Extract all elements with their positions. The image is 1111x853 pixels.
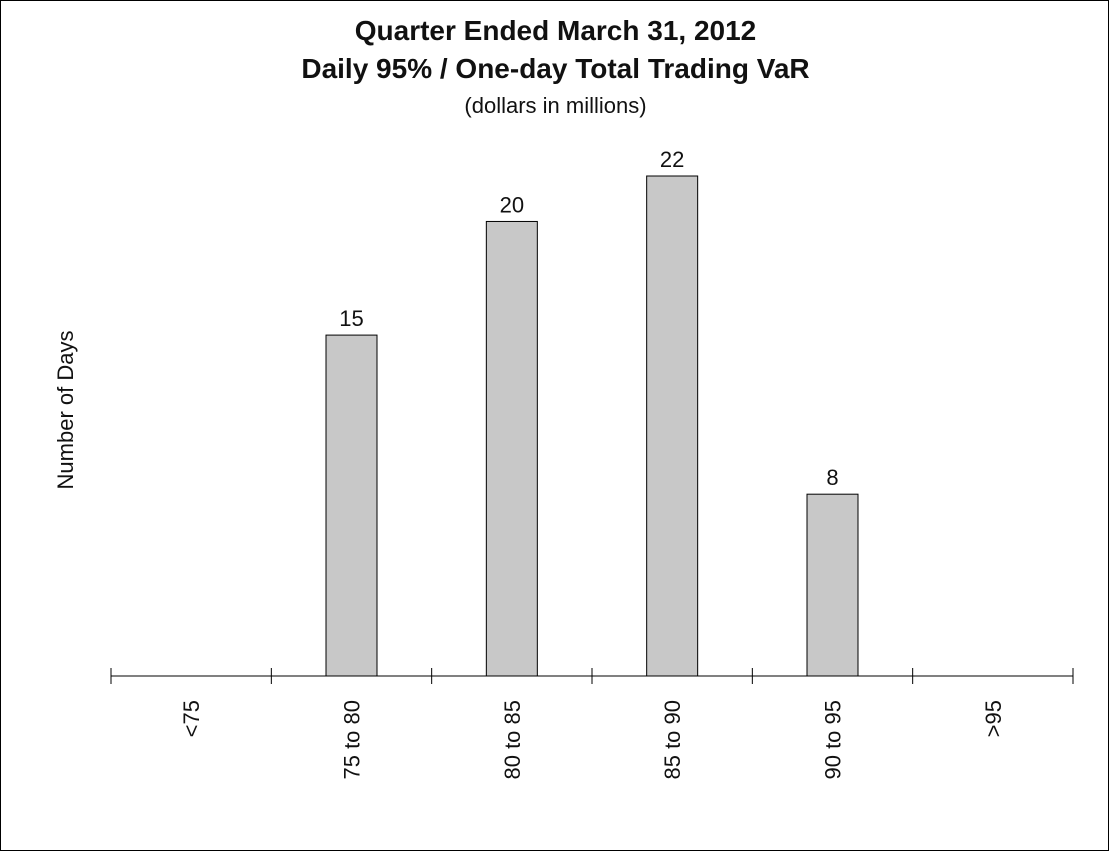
bar bbox=[806, 493, 859, 677]
data-label: 22 bbox=[660, 147, 684, 172]
x-tick-label: 80 to 85 bbox=[500, 700, 525, 780]
x-tick-label: 75 to 80 bbox=[340, 700, 365, 780]
chart-subtitle: (dollars in millions) bbox=[464, 93, 647, 118]
x-tick-label: >95 bbox=[981, 700, 1006, 737]
chart-title-line2: Daily 95% / One-day Total Trading VaR bbox=[301, 53, 810, 84]
bar bbox=[646, 175, 699, 677]
chart-title: Quarter Ended March 31, 2012 bbox=[354, 15, 757, 46]
x-tick-label: <75 bbox=[179, 700, 204, 737]
data-label: 20 bbox=[500, 192, 524, 217]
x-tick-label: 90 to 95 bbox=[821, 700, 846, 780]
data-label: 15 bbox=[339, 306, 363, 331]
x-tick-label: 85 to 90 bbox=[660, 700, 685, 780]
data-label: 8 bbox=[826, 465, 838, 490]
bar bbox=[325, 334, 378, 677]
bar bbox=[485, 220, 538, 677]
